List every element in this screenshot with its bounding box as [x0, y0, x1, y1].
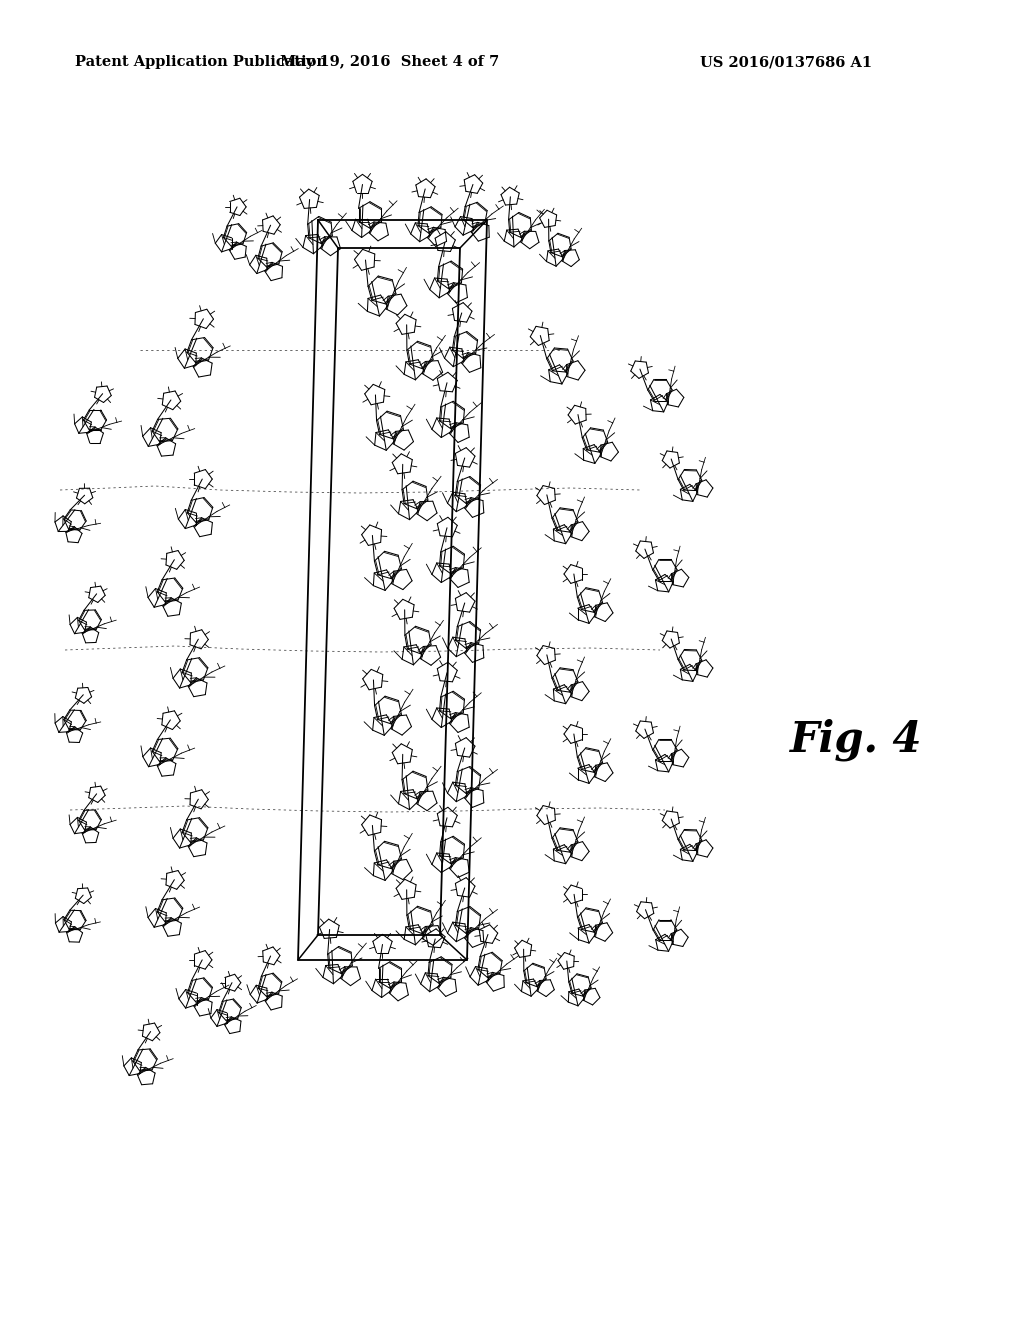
Text: US 2016/0137686 A1: US 2016/0137686 A1 [700, 55, 872, 69]
Text: May 19, 2016  Sheet 4 of 7: May 19, 2016 Sheet 4 of 7 [281, 55, 500, 69]
Text: Fig. 4: Fig. 4 [790, 719, 923, 762]
Text: Patent Application Publication: Patent Application Publication [75, 55, 327, 69]
